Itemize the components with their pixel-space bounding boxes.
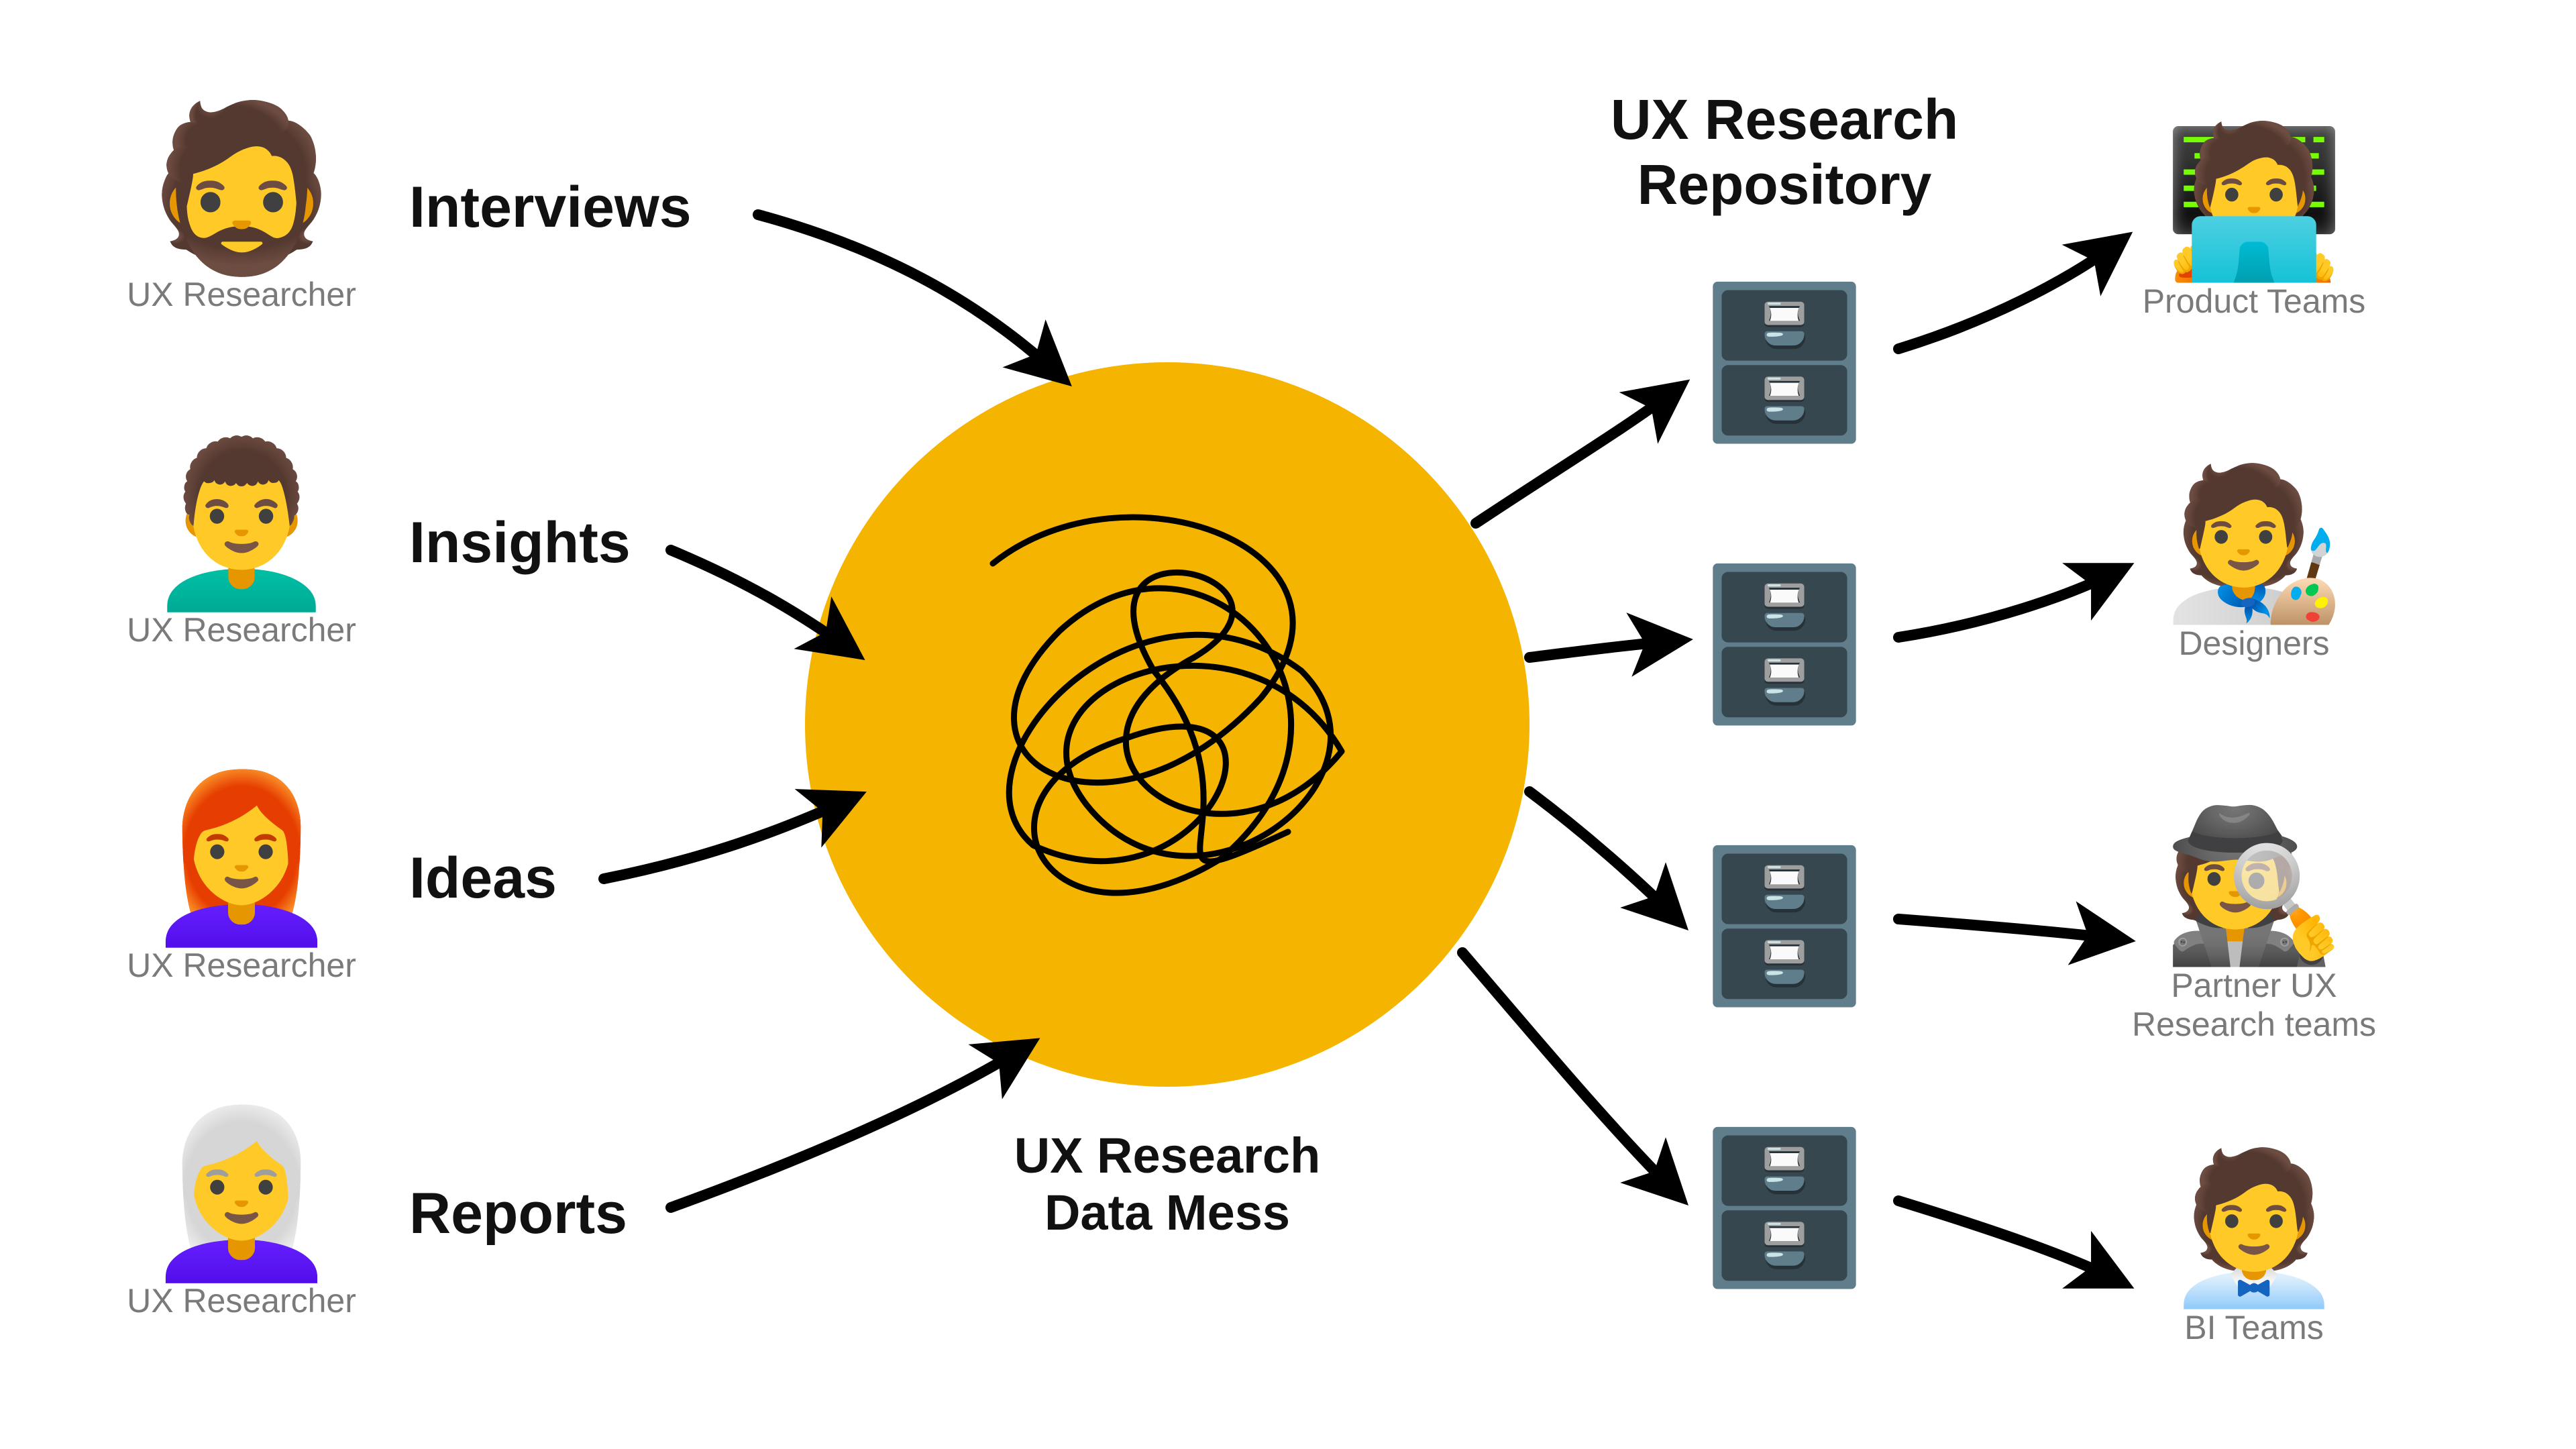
output-team-3-emoji-icon: 🧑‍💼 <box>2120 1154 2388 1301</box>
file-cabinet-icon: 🗄️ <box>1677 1134 1892 1281</box>
input-researcher-0-caption: UX Researcher <box>107 275 376 314</box>
repository-title-line1: UX Research <box>1611 88 1958 151</box>
repository-title: UX Research Repository <box>1550 87 2019 217</box>
input-researcher-0-emoji-icon: 🧔 <box>107 107 376 268</box>
repository-cabinet-2: 🗄️ <box>1677 852 1892 1000</box>
arrow <box>1529 641 1677 657</box>
file-cabinet-icon: 🗄️ <box>1677 852 1892 1000</box>
diagram-canvas: UX Research Repository UX Research Data … <box>0 0 2576 1449</box>
input-researcher-2-emoji-icon: 👩‍🦰 <box>107 778 376 939</box>
input-researcher-1-emoji-icon: 👨‍🦱 <box>107 443 376 604</box>
output-team-2-emoji-icon: 🕵️ <box>2120 812 2388 959</box>
method-label-ideas: Ideas <box>409 845 557 912</box>
input-researcher-3: 👩‍🦳 UX Researcher <box>107 1114 376 1320</box>
method-label-reports: Reports <box>409 1181 627 1247</box>
repository-cabinet-0: 🗄️ <box>1677 288 1892 436</box>
output-team-3-caption: BI Teams <box>2120 1308 2388 1347</box>
file-cabinet-icon: 🗄️ <box>1677 570 1892 718</box>
arrow <box>1476 389 1677 523</box>
output-team-2-caption: Partner UX Research teams <box>2120 966 2388 1044</box>
input-researcher-0: 🧔 UX Researcher <box>107 107 376 314</box>
center-caption-line1: UX Research <box>1014 1128 1321 1183</box>
file-cabinet-icon: 🗄️ <box>1677 288 1892 436</box>
center-caption-line2: Data Mess <box>1044 1185 1290 1240</box>
arrows-outputs <box>1898 241 2120 1281</box>
center-mess-circle <box>805 362 1529 1087</box>
arrow <box>1529 792 1677 919</box>
arrow <box>758 215 1060 376</box>
input-researcher-2-caption: UX Researcher <box>107 946 376 985</box>
output-team-0: 🧑‍💻 Product Teams <box>2120 127 2388 321</box>
repository-cabinet-3: 🗄️ <box>1677 1134 1892 1281</box>
method-label-interviews: Interviews <box>409 174 692 241</box>
output-team-1-emoji-icon: 🧑‍🎨 <box>2120 470 2388 617</box>
output-team-1: 🧑‍🎨 Designers <box>2120 470 2388 663</box>
arrow <box>1462 953 1677 1194</box>
repository-cabinet-1: 🗄️ <box>1677 570 1892 718</box>
arrow <box>1898 570 2120 637</box>
center-caption: UX Research Data Mess <box>966 1127 1368 1241</box>
arrow <box>1898 1201 2120 1281</box>
input-researcher-1: 👨‍🦱 UX Researcher <box>107 443 376 649</box>
arrow <box>1898 919 2120 939</box>
output-team-1-caption: Designers <box>2120 624 2388 663</box>
output-team-2: 🕵️Partner UX Research teams <box>2120 812 2388 1044</box>
input-researcher-1-caption: UX Researcher <box>107 610 376 649</box>
arrow <box>1898 241 2120 349</box>
method-label-insights: Insights <box>409 510 631 576</box>
output-team-0-caption: Product Teams <box>2120 282 2388 321</box>
input-researcher-3-emoji-icon: 👩‍🦳 <box>107 1114 376 1275</box>
output-team-3: 🧑‍💼 BI Teams <box>2120 1154 2388 1347</box>
output-team-0-emoji-icon: 🧑‍💻 <box>2120 127 2388 275</box>
repository-title-line2: Repository <box>1638 153 1932 216</box>
input-researcher-2: 👩‍🦰 UX Researcher <box>107 778 376 985</box>
input-researcher-3-caption: UX Researcher <box>107 1281 376 1320</box>
